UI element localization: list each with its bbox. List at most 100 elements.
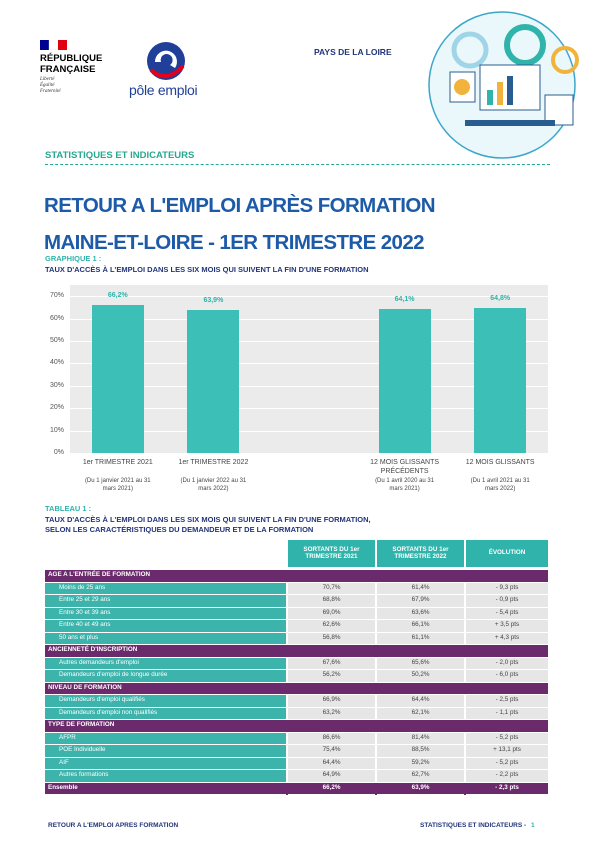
- republique-line: RÉPUBLIQUE: [40, 53, 103, 64]
- row-label: Demandeurs d'emploi de longue durée: [45, 670, 286, 683]
- row-value: - 2,0 pts: [466, 657, 548, 670]
- row-value: - 6,0 pts: [466, 670, 548, 683]
- grid-line: [70, 385, 548, 387]
- value-label: 66,2%: [107, 291, 128, 299]
- row-value: 68,8%: [288, 595, 375, 608]
- row-label: Entre 30 et 39 ans: [45, 607, 286, 620]
- grid-line: [70, 363, 548, 365]
- x-tick-label: 1er TRIMESTRE 2022: [178, 459, 249, 466]
- row-value: 67,6%: [288, 657, 375, 670]
- grid-line: [70, 296, 548, 298]
- period-label: (Du 1 janvier 2021 au 31 mars 2021): [84, 478, 151, 492]
- grid-line: [70, 453, 548, 454]
- row-label: AIF: [45, 757, 286, 770]
- row-label: POE Individuelle: [45, 745, 286, 758]
- row-value: - 5,2 pts: [466, 757, 548, 770]
- page-number: 1: [530, 822, 535, 829]
- y-tick-label: 70%: [49, 292, 64, 300]
- column-header: SORTANTS DU 1er TRIMESTRE 2022: [377, 540, 464, 568]
- row-value: 63,6%: [377, 607, 464, 620]
- row-value: - 1,1 pts: [466, 707, 548, 720]
- group-label: NIVEAU DE FORMATION: [48, 683, 122, 691]
- motto-line: Égalité: [40, 83, 55, 88]
- row-label: 50 ans et plus: [45, 632, 286, 645]
- bar: [187, 309, 240, 453]
- row-value: 56,2%: [288, 670, 375, 683]
- y-tick-label: 0%: [53, 449, 64, 456]
- row-label: Demandeurs d'emploi non qualifiés: [45, 707, 286, 720]
- y-tick-label: 10%: [49, 426, 64, 434]
- value-label: 63,9%: [203, 296, 224, 304]
- group-label: TYPE DE FORMATION: [48, 721, 115, 729]
- row-value: 64,4%: [288, 757, 375, 770]
- row-value: 61,1%: [377, 632, 464, 645]
- footer-section: STATISTIQUES ET INDICATEURS -: [420, 822, 527, 829]
- section-rule: [45, 164, 550, 165]
- republique-block: RÉPUBLIQUE FRANÇAISE: [40, 53, 102, 75]
- row-value: 81,4%: [377, 732, 464, 745]
- motto: Liberté Égalité Fraternité: [40, 77, 61, 95]
- total-value: 66,2%: [288, 783, 375, 795]
- row-value: 61,4%: [377, 582, 464, 595]
- row-value: - 0,9 pts: [466, 595, 548, 608]
- row-value: 67,9%: [377, 595, 464, 608]
- bar: [91, 304, 144, 453]
- row-value: 65,6%: [377, 657, 464, 670]
- footer-left: RETOUR A L'EMPLOI APRES FORMATION: [48, 822, 179, 829]
- row-value: + 13,1 pts: [466, 745, 548, 758]
- period-label: (Du 1 avril 2021 au 31 mars 2022): [470, 478, 530, 492]
- title-block: RETOUR A L'EMPLOI APRÈS FORMATION MAINE-…: [44, 187, 436, 261]
- illustration: [428, 11, 579, 159]
- row-value: + 4,3 pts: [466, 632, 548, 645]
- group-row: [45, 720, 548, 732]
- row-value: 64,9%: [288, 770, 375, 783]
- x-tick-label: 12 MOIS GLISSANTS PRÉCÉDENTS: [370, 459, 440, 475]
- group-row: [45, 645, 548, 657]
- group-label: AGE A L'ENTRÉE DE FORMATION: [48, 571, 151, 579]
- row-value: 66,1%: [377, 620, 464, 633]
- grid-line: [70, 430, 548, 432]
- group-label: ANCIENNETÉ D'INSCRIPTION: [48, 646, 138, 654]
- section-label: STATISTIQUES ET INDICATEURS: [45, 150, 195, 161]
- y-tick-label: 60%: [49, 314, 64, 322]
- row-label: Autres demandeurs d'emploi: [45, 657, 286, 670]
- column-header: SORTANTS DU 1er TRIMESTRE 2021: [288, 540, 375, 568]
- total-value: 63,9%: [377, 783, 464, 795]
- row-value: - 9,3 pts: [466, 582, 548, 595]
- marianne-flag: [40, 40, 67, 51]
- row-label: Moins de 25 ans: [45, 582, 286, 595]
- grid-line: [70, 408, 548, 410]
- grid-line: [70, 318, 548, 320]
- title-line: MAINE-ET-LOIRE - 1ER TRIMESTRE 2022: [44, 231, 425, 254]
- column-header: ÉVOLUTION: [466, 540, 548, 568]
- table-label: TABLEAU 1 :: [45, 504, 92, 513]
- period-label: (Du 1 avril 2020 au 31 mars 2021): [375, 478, 435, 492]
- y-tick-label: 50%: [49, 337, 64, 344]
- row-value: 63,2%: [288, 707, 375, 720]
- brand-name: pôle emploi: [129, 82, 198, 98]
- motto-line: Liberté: [40, 77, 55, 82]
- row-label: Demandeurs d'emploi qualifiés: [45, 695, 286, 708]
- value-label: 64,1%: [394, 296, 415, 304]
- row-value: - 5,2 pts: [466, 732, 548, 745]
- x-tick-label: 1er TRIMESTRE 2021: [82, 459, 153, 466]
- chart-label: GRAPHIQUE 1 :: [45, 254, 102, 263]
- row-value: 75,4%: [288, 745, 375, 758]
- table-title-line: TAUX D'ACCÈS À L'EMPLOI DANS LES SIX MOI…: [45, 515, 371, 524]
- pole-emploi-logo: [147, 42, 185, 80]
- row-value: 64,4%: [377, 695, 464, 708]
- row-value: 88,5%: [377, 745, 464, 758]
- row-value: 59,2%: [377, 757, 464, 770]
- row-value: 66,9%: [288, 695, 375, 708]
- grid-line: [70, 341, 548, 342]
- chart: 0% 10% 20% 30% 40% 50% 60% 70% 66,2% 1er TRIMESTR…: [49, 285, 548, 492]
- total-value: - 2,3 pts: [466, 783, 548, 795]
- footer-right: STATISTIQUES ET INDICATEURS - 1: [420, 822, 535, 829]
- row-label: Autres formations: [45, 770, 286, 783]
- title-line: RETOUR A L'EMPLOI APRÈS FORMATION: [44, 194, 436, 217]
- row-value: 69,0%: [288, 607, 375, 620]
- row-value: + 3,5 pts: [466, 620, 548, 633]
- row-value: 62,7%: [377, 770, 464, 783]
